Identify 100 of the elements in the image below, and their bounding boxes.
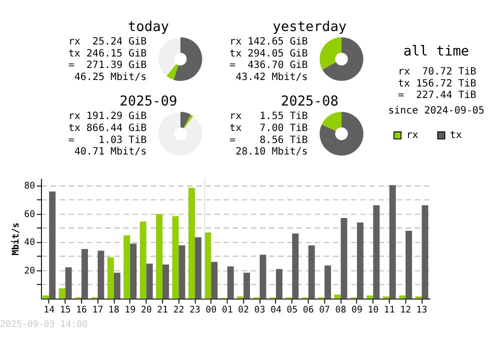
bar [422, 205, 428, 299]
text: rx 70.72 TiB [398, 66, 476, 78]
text: 28.10 Mbit/s [236, 146, 308, 158]
bar [130, 244, 137, 299]
bar [415, 296, 422, 299]
donut-slice [183, 114, 194, 129]
text: = 227.44 TiB [398, 90, 476, 102]
donut-slice [322, 37, 364, 81]
text: all time [403, 43, 470, 60]
x-tick-label: 11 [384, 306, 395, 316]
y-tick-label: 40 [24, 238, 36, 248]
text: = 8.56 TiB [230, 134, 308, 146]
bar [107, 257, 114, 299]
bar [406, 230, 412, 299]
x-tick-label: 08 [335, 306, 346, 316]
text: = 271.39 GiB [68, 60, 147, 72]
bar [172, 216, 179, 299]
bar [188, 188, 195, 299]
x-tick-label: 03 [254, 306, 266, 316]
x-tick-label: 02 [238, 306, 250, 316]
bar [65, 267, 72, 299]
x-tick-label: 19 [124, 306, 136, 316]
x-tick-label: 13 [416, 306, 428, 316]
x-tick-label: 07 [319, 306, 330, 316]
donut-slice [322, 112, 342, 132]
y-axis-title: Mbit/s [10, 222, 22, 256]
x-tick-label: 16 [76, 306, 87, 316]
x-tick-label: 21 [157, 306, 168, 316]
x-tick-label: 00 [206, 306, 217, 316]
x-tick-label: 15 [60, 306, 71, 316]
donut-slice [174, 37, 202, 81]
text: = 436.70 GiB [230, 60, 308, 72]
bar [308, 245, 315, 299]
text: tx 246.15 GiB [68, 48, 147, 60]
text: 40.71 Mbit/s [74, 146, 147, 158]
bar [356, 222, 364, 299]
bar [382, 296, 390, 299]
x-tick-label: 14 [44, 306, 56, 316]
legend-label: tx [450, 130, 462, 142]
bar [156, 214, 163, 299]
text: tx 156.72 TiB [398, 78, 476, 90]
bar [81, 248, 88, 299]
x-tick-label: 06 [302, 306, 314, 316]
x-tick-label: 20 [140, 306, 152, 316]
bar [140, 222, 146, 299]
bar [366, 295, 374, 299]
chart-title: today [128, 18, 170, 35]
bar [324, 266, 332, 299]
bar [146, 264, 153, 299]
bar [194, 237, 202, 299]
x-tick-label: 22 [173, 306, 184, 316]
donut-slice [158, 112, 202, 156]
bar [334, 294, 341, 299]
donut-slice [320, 37, 342, 70]
chart-title: 2025-08 [280, 94, 338, 110]
x-tick-label: 23 [189, 306, 200, 316]
bar [49, 192, 56, 299]
bar [162, 264, 169, 299]
bar [42, 295, 50, 299]
bar [178, 245, 186, 299]
text: = 1.03 TiB [68, 134, 147, 146]
x-tick-label: 04 [270, 306, 282, 316]
donut-slice [320, 112, 364, 156]
bar [124, 235, 130, 299]
chart-title: 2025-09 [120, 94, 178, 110]
text: tx 294.05 GiB [230, 48, 308, 60]
chart-title: yesterday [272, 18, 347, 35]
text: tx 866.44 GiB [68, 123, 147, 134]
x-tick-label: 01 [222, 306, 233, 316]
y-tick-label: 60 [24, 210, 36, 220]
donut-slice [158, 37, 180, 76]
y-tick-label: 80 [24, 182, 36, 192]
bar [244, 272, 250, 299]
x-tick-label: 05 [286, 306, 298, 316]
legend-label: rx [406, 130, 418, 142]
bar [58, 288, 66, 299]
text: rx 142.65 GiB [230, 36, 308, 48]
text: rx 1.55 TiB [230, 111, 308, 122]
text: 43.42 Mbit/s [236, 72, 308, 84]
y-tick-label: 20 [24, 266, 36, 276]
bar [227, 266, 234, 299]
bar [292, 234, 299, 299]
text: rx 191.29 GiB [68, 111, 147, 122]
bar [211, 262, 218, 299]
bar [114, 272, 120, 299]
bar [399, 295, 406, 299]
x-tick-label: 12 [400, 306, 412, 316]
donut-slice [166, 64, 178, 80]
bar [373, 205, 380, 299]
text: tx 7.00 TiB [230, 123, 308, 134]
x-tick-label: 10 [368, 306, 379, 316]
bar [204, 232, 212, 299]
donut-slice [180, 112, 191, 128]
bar [237, 296, 244, 299]
bar [389, 185, 396, 299]
bar [98, 250, 104, 299]
x-tick-label: 09 [351, 306, 362, 316]
x-tick-label: 17 [92, 306, 104, 316]
text: 46.25 Mbit/s [74, 72, 147, 84]
text: since 2024-09-05 [388, 106, 484, 117]
